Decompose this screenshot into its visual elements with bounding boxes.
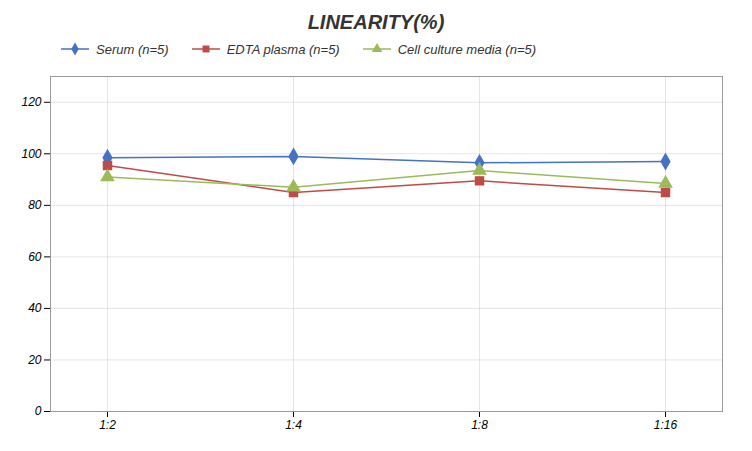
svg-text:40: 40: [28, 301, 42, 315]
svg-text:60: 60: [28, 250, 42, 264]
svg-text:1:2: 1:2: [99, 418, 116, 432]
svg-text:100: 100: [21, 147, 41, 161]
svg-text:120: 120: [21, 95, 41, 109]
svg-text:1:4: 1:4: [285, 418, 302, 432]
html-text:Serum (n=5): Serum (n=5): [96, 41, 169, 57]
svg-text:80: 80: [28, 198, 42, 212]
svg-text:0: 0: [35, 404, 42, 418]
html-text:Cell culture media (n=5): Cell culture media (n=5): [397, 41, 537, 57]
html-text:LINEARITY(%): LINEARITY(%): [307, 11, 445, 33]
html-text:EDTA plasma (n=5): EDTA plasma (n=5): [226, 41, 340, 57]
svg-text:1:16: 1:16: [654, 418, 678, 432]
svg-text:1:8: 1:8: [471, 418, 488, 432]
svg-text:20: 20: [27, 353, 42, 367]
